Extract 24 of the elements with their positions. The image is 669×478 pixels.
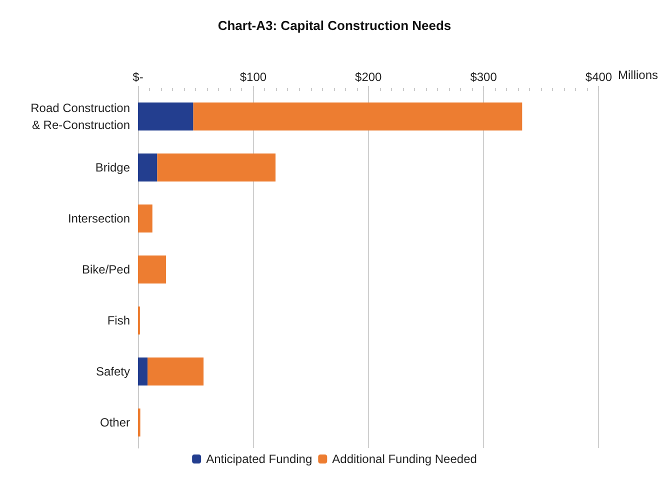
y-tick-label: Road Construction & Re-Construction bbox=[30, 101, 130, 132]
legend-label: Anticipated Funding bbox=[206, 452, 312, 466]
y-tick-label: Fish bbox=[107, 314, 130, 328]
x-tick-label: $200 bbox=[355, 70, 382, 84]
y-tick-label: Safety bbox=[96, 364, 130, 378]
legend-label: Additional Funding Needed bbox=[332, 452, 477, 466]
y-tick-label: Other bbox=[100, 416, 130, 430]
x-tick-label: $100 bbox=[240, 70, 267, 84]
bar bbox=[138, 204, 152, 232]
x-tick-label: $- bbox=[132, 70, 144, 84]
bar bbox=[157, 154, 276, 182]
x-tick-label: $400 bbox=[585, 70, 612, 84]
y-tick-label: Bike/Ped bbox=[82, 262, 130, 276]
bar bbox=[193, 102, 522, 130]
bar bbox=[138, 102, 194, 130]
chart-title: Chart-A3: Capital Construction Needs bbox=[218, 18, 452, 33]
y-tick-label: Bridge bbox=[95, 160, 130, 174]
x-axis-title: Millions bbox=[618, 68, 658, 82]
bar bbox=[148, 358, 204, 386]
bar bbox=[138, 358, 148, 386]
bar bbox=[138, 256, 166, 284]
x-tick-label: $300 bbox=[470, 70, 498, 84]
y-tick-label: Intersection bbox=[68, 212, 130, 226]
bar bbox=[138, 154, 158, 182]
